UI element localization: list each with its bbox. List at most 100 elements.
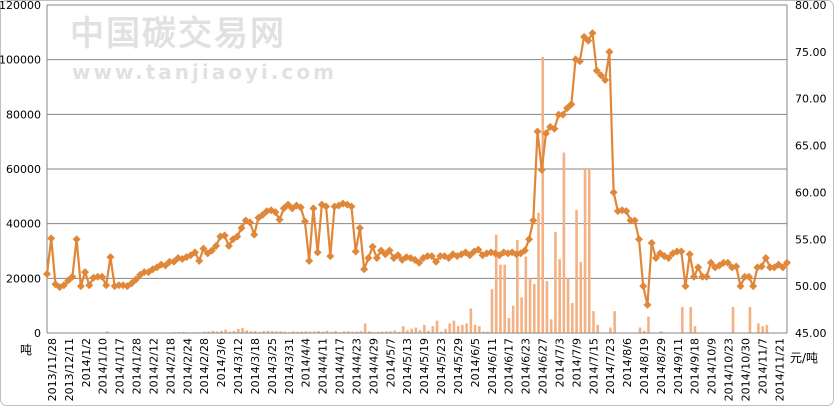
price-marker [364,254,373,263]
x-axis-tick-label: 2013/12/11 [63,338,76,401]
volume-bar [693,326,697,333]
volume-bar [490,289,494,333]
volume-bar [355,331,358,333]
price-marker [224,241,233,250]
volume-bar [541,56,545,333]
volume-bar [241,328,244,333]
volume-bar [532,283,536,333]
volume-bar [575,210,578,333]
volume-bar [401,326,405,333]
price-marker [423,252,432,261]
volume-bar [321,331,325,333]
volume-bar [439,331,443,333]
price-marker [647,239,656,248]
price-marker [360,265,369,274]
volume-bar [368,331,371,333]
volume-bar [689,307,693,333]
volume-bar [308,331,312,333]
volume-bar [359,331,363,333]
price-marker [719,258,728,267]
volume-bar [562,152,566,333]
volume-bar [291,331,295,333]
price-marker [567,100,576,109]
price-marker [630,216,639,225]
price-marker [677,247,686,256]
volume-bar [609,327,612,333]
right-axis-tick-label: 60.00 [795,186,827,199]
x-axis-tick-label: 2014/11/7 [756,338,769,394]
price-marker [554,110,563,119]
volume-bar [376,331,380,333]
price-marker [588,29,597,38]
volume-bar [351,331,354,333]
volume-bar [182,331,185,333]
price-marker [250,230,259,239]
right-axis-unit-label: 元/吨 [790,351,818,365]
price-marker [550,124,559,133]
volume-bar [579,261,583,333]
volume-bar [410,328,413,333]
volume-bar [478,326,481,333]
price-marker [275,215,284,224]
price-marker [237,224,246,233]
price-marker [220,231,229,240]
volume-bar [647,316,650,333]
volume-bar [435,320,439,333]
price-marker [626,216,635,225]
price-marker [453,252,462,261]
volume-bar [215,331,219,333]
volume-bar [211,330,215,333]
price-marker [575,57,584,66]
price-marker [93,272,102,281]
left-axis-tick-label: 80000 [6,108,41,121]
price-marker [744,272,753,281]
volume-bar [279,331,282,333]
x-axis-tick-label: 2014/11/21 [773,338,786,401]
price-marker [694,263,703,272]
x-axis-tick-label: 2014/9/11 [672,338,685,394]
x-axis-tick-label: 2014/2/18 [164,338,177,394]
x-axis-tick-label: 2014/6/23 [520,338,533,394]
volume-bar [270,331,274,333]
price-marker [740,272,749,281]
x-axis-tick-label: 2014/1/28 [131,338,144,394]
price-marker [525,235,534,244]
x-axis-tick-label: 2014/4/29 [367,338,380,394]
x-axis-tick-label: 2014/7/23 [604,338,617,394]
volume-bar [414,327,418,333]
price-marker [761,254,770,263]
price-marker [131,275,140,284]
x-axis-tick-label: 2014/4/4 [300,338,313,387]
volume-bar [511,305,515,333]
price-marker [558,110,567,119]
price-marker [533,127,542,136]
price-marker [309,204,318,213]
volume-bar [342,331,346,333]
price-marker [368,242,377,251]
price-marker [245,218,254,227]
volume-bar [765,324,769,333]
x-axis-tick-label: 2014/2/24 [181,338,194,394]
volume-bar [499,264,502,333]
x-axis-tick-label: 2014/7/15 [587,338,600,394]
volume-bar [389,331,392,333]
price-marker [191,248,199,257]
price-marker [436,252,445,261]
volume-bar [203,331,206,333]
volume-bar [346,331,350,333]
volume-bar [456,326,460,333]
price-marker [68,272,77,281]
price-marker [296,203,305,212]
volume-bar [465,323,468,333]
price-marker [757,262,766,271]
price-marker [778,263,787,272]
price-marker [97,272,106,281]
x-axis-tick-label: 2014/8/29 [655,338,668,394]
price-marker [601,75,610,84]
price-marker [609,188,618,197]
volume-bar [596,324,600,333]
x-axis-tick-label: 2014/8/6 [621,338,634,387]
price-marker [85,281,94,290]
x-axis-tick-label: 2014/6/17 [503,338,516,394]
price-marker [520,246,529,255]
